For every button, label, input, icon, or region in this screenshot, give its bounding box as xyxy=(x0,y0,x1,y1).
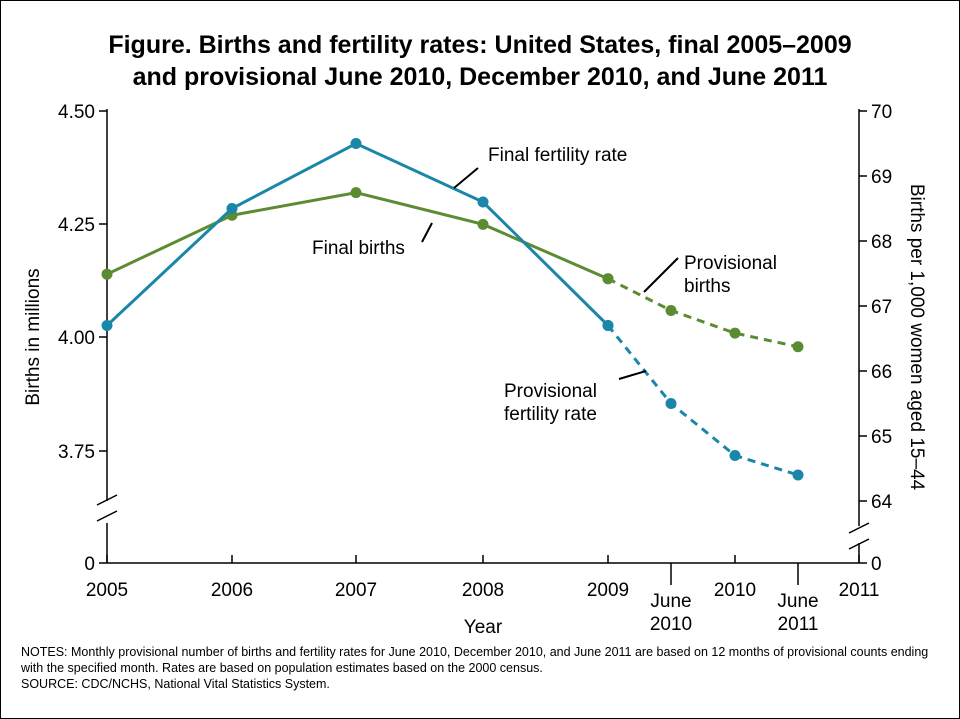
data-point-provisional-births xyxy=(602,273,614,285)
y-right-tick-label: 67 xyxy=(871,297,892,318)
y-left-tick-label: 4.50 xyxy=(58,102,95,123)
series-line-provisional-fertility-rate xyxy=(606,324,799,477)
series-annotation-label: Provisional births xyxy=(684,253,777,297)
x-tick-label: 2011 xyxy=(839,580,880,601)
y-right-tick-label: 66 xyxy=(871,362,892,383)
data-point-final-births xyxy=(350,187,362,199)
x-tick-label: 2006 xyxy=(211,580,253,601)
series-line-provisional-births xyxy=(607,277,799,349)
annotation-leader-line xyxy=(643,257,679,293)
y-left-tick-label: 0 xyxy=(84,554,95,575)
data-point-final-fertility-rate xyxy=(226,203,238,214)
left-axis-break-mark xyxy=(96,494,118,506)
notes-text: NOTES: Monthly provisional number of bir… xyxy=(21,645,929,675)
x-tick-label: 2010 xyxy=(714,580,756,601)
right-axis-break-mark xyxy=(848,522,870,534)
series-annotation-label: Provisional fertility rate xyxy=(504,381,597,425)
y-left-tick-label: 4.25 xyxy=(58,215,95,236)
right-axis-break-mark xyxy=(848,538,870,550)
data-point-provisional-fertility-rate xyxy=(665,398,677,409)
data-point-final-fertility-rate xyxy=(350,138,362,149)
data-point-provisional-births xyxy=(792,341,804,353)
x-tick-label: 2010 xyxy=(650,614,692,635)
data-point-final-births xyxy=(101,268,113,280)
annotation-line: fertility rate xyxy=(504,404,597,425)
x-tick-label: 2009 xyxy=(587,580,629,601)
data-point-provisional-fertility-rate xyxy=(792,469,804,481)
annotation-leader-line xyxy=(421,222,433,243)
x-axis-title: Year xyxy=(464,617,503,638)
source-text: SOURCE: CDC/NCHS, National Vital Statist… xyxy=(21,677,330,691)
x-tick-label: June xyxy=(650,591,691,612)
chart-plot: 4.50 4.25 4.00 3.75 0 70 69 68 67 66 65 64 0 2005 2006… xyxy=(23,102,927,638)
chart-title-line-1: Figure. Births and fertility rates: Unit… xyxy=(108,31,852,59)
annotation-leader-line xyxy=(453,167,479,189)
data-point-provisional-fertility-rate xyxy=(729,450,741,461)
annotation-leader-line xyxy=(618,370,647,380)
data-point-provisional-births xyxy=(729,327,741,339)
x-tick-label: 2008 xyxy=(462,580,504,601)
annotation-line: Provisional xyxy=(504,381,597,402)
annotation-line: Provisional xyxy=(684,253,777,274)
y-axis-right-title: Births per 1,000 women aged 15–44 xyxy=(906,184,927,491)
data-point-provisional-births xyxy=(665,304,677,316)
data-point-final-fertility-rate xyxy=(101,320,113,331)
annotation-line: births xyxy=(684,276,730,297)
chart-title-line-2: and provisional June 2010, December 2010… xyxy=(132,63,828,91)
x-tick-label: June xyxy=(777,591,818,612)
annotation-line: Final fertility rate xyxy=(488,145,627,166)
x-tick-label: 2011 xyxy=(778,614,819,635)
chart-notes: NOTES: Monthly provisional number of bir… xyxy=(21,644,941,692)
y-right-tick-label: 69 xyxy=(871,167,892,188)
series-line-final-fertility-rate xyxy=(105,141,610,327)
data-point-provisional-fertility-rate xyxy=(602,320,614,331)
x-tick-label: 2007 xyxy=(335,580,377,601)
data-point-final-fertility-rate xyxy=(477,196,489,208)
y-right-tick-label: 68 xyxy=(871,232,892,253)
y-right-tick-label: 0 xyxy=(871,554,882,575)
x-tick-label: 2005 xyxy=(86,580,128,601)
y-right-tick-label: 64 xyxy=(871,492,893,513)
y-left-tick-label: 3.75 xyxy=(58,442,95,463)
y-right-tick-label: 70 xyxy=(871,102,892,123)
y-left-tick-label: 4.00 xyxy=(58,328,95,349)
series-line-final-births xyxy=(106,191,609,281)
series-annotation-label: Final births xyxy=(312,238,405,259)
y-right-tick-label: 65 xyxy=(871,427,892,448)
data-point-final-births xyxy=(477,218,489,230)
annotation-line: Final births xyxy=(312,238,405,259)
y-axis-left-title: Births in millions xyxy=(23,268,44,405)
series-annotation-label: Final fertility rate xyxy=(488,145,627,166)
left-axis-break-mark xyxy=(96,510,118,522)
